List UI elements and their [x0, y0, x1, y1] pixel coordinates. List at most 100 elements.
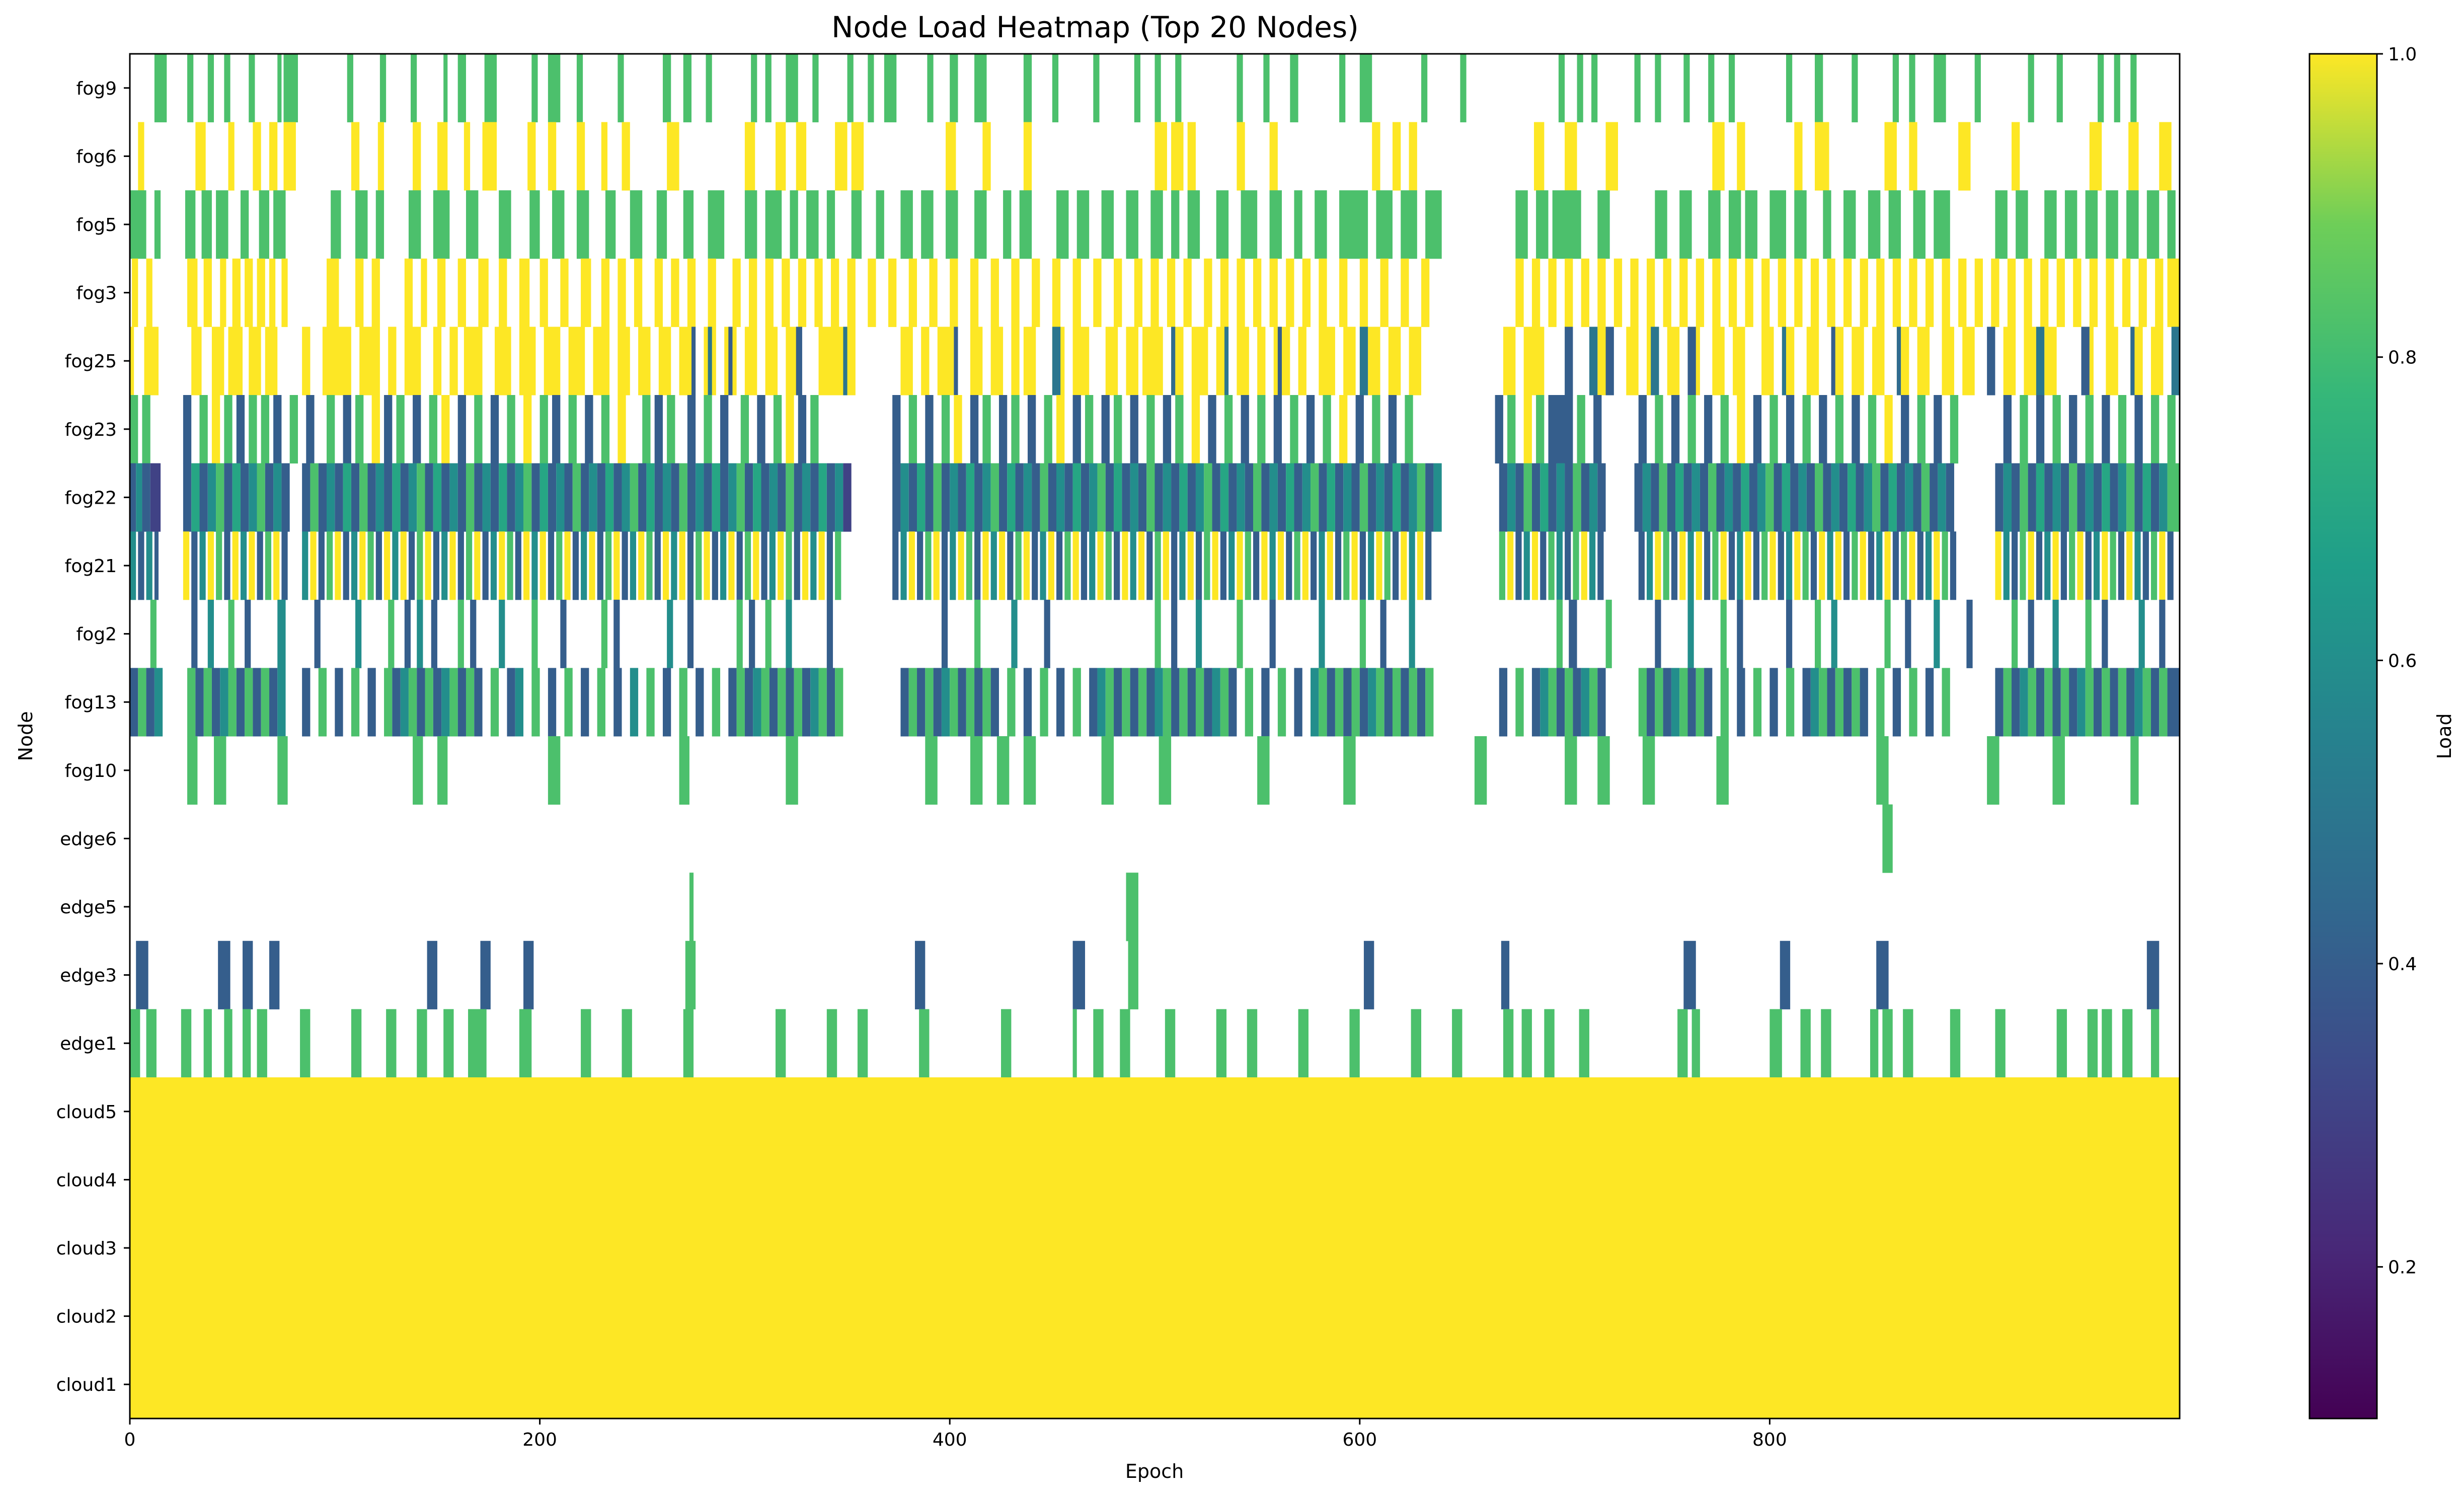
y-tick-label: edge3	[60, 966, 117, 986]
heatmap-cell	[1691, 1009, 1700, 1078]
heatmap-cell	[277, 599, 286, 668]
heatmap-cell	[228, 327, 243, 396]
heatmap-cell	[199, 531, 206, 600]
x-tick-label: 400	[933, 1430, 967, 1450]
heatmap-cell	[1934, 395, 1942, 464]
heatmap-cell	[1882, 1009, 1893, 1078]
heatmap-cell	[1925, 531, 1932, 600]
heatmap-cell	[564, 463, 573, 532]
heatmap-cell	[765, 599, 772, 668]
heatmap-cell	[1359, 327, 1368, 396]
heatmap-cell	[1523, 327, 1545, 396]
heatmap-cell	[2085, 668, 2094, 737]
heatmap-cell	[1741, 463, 1749, 532]
heatmap-cell	[1171, 122, 1184, 191]
x-tick-label: 0	[124, 1430, 136, 1450]
heatmap-cell	[2060, 531, 2067, 600]
heatmap-cell	[1339, 395, 1348, 464]
heatmap-cell	[1720, 531, 1727, 600]
heatmap-cell	[552, 395, 561, 464]
heatmap-cell	[1882, 804, 1893, 873]
heatmap-cell	[499, 258, 507, 327]
heatmap-cell	[1745, 531, 1751, 600]
heatmap-cell	[908, 395, 917, 464]
heatmap-cell	[216, 190, 228, 259]
heatmap-cell	[720, 463, 729, 532]
heatmap-cell	[736, 531, 743, 600]
heatmap-cell	[490, 531, 497, 600]
heatmap-cell	[1247, 1009, 1258, 1078]
heatmap-cell	[1651, 463, 1659, 532]
heatmap-cell	[1269, 599, 1276, 668]
heatmap-cell	[1782, 463, 1791, 532]
heatmap-cell	[1003, 190, 1012, 259]
heatmap-cell	[1605, 599, 1612, 668]
heatmap-cell	[1263, 54, 1270, 123]
heatmap-cell	[2159, 599, 2166, 668]
heatmap-cell	[696, 531, 702, 600]
heatmap-cell	[589, 463, 597, 532]
heatmap-cell	[1687, 599, 1694, 668]
heatmap-cell	[687, 258, 696, 327]
heatmap-cell	[392, 531, 399, 600]
heatmap-cell	[1831, 599, 1837, 668]
heatmap-cell	[2060, 668, 2069, 737]
heatmap-cell	[437, 736, 448, 805]
heatmap-cell	[1048, 531, 1054, 600]
heatmap-cell	[224, 531, 230, 600]
heatmap-cell	[990, 531, 997, 600]
heatmap-cell	[1146, 531, 1153, 600]
heatmap-cell	[404, 258, 413, 327]
heatmap-cell	[1720, 395, 1729, 464]
heatmap-row-fog2	[150, 599, 2166, 668]
heatmap-cell	[302, 327, 311, 396]
heatmap-cell	[523, 940, 534, 1009]
heatmap-cell	[1974, 54, 1981, 123]
heatmap-cell	[1023, 54, 1032, 123]
heatmap-cell	[1815, 122, 1829, 191]
heatmap-cell	[618, 54, 624, 123]
heatmap-cell	[408, 463, 417, 532]
heatmap-cell	[1114, 463, 1122, 532]
heatmap-cell	[2044, 327, 2057, 396]
heatmap-cell	[253, 122, 261, 191]
heatmap-cell	[1319, 327, 1335, 396]
heatmap-cell	[744, 122, 755, 191]
heatmap-cell	[1241, 190, 1258, 259]
heatmap-cell	[1392, 668, 1401, 737]
heatmap-cell	[142, 395, 150, 464]
heatmap-cell	[908, 531, 915, 600]
heatmap-cell	[1712, 258, 1721, 327]
heatmap-cell	[1556, 668, 1565, 737]
heatmap-cell	[1581, 531, 1587, 600]
heatmap-cell	[560, 599, 567, 668]
heatmap-cell	[449, 327, 458, 396]
heatmap-cell	[581, 1009, 591, 1078]
heatmap-cell	[2102, 599, 2108, 668]
heatmap-cell	[1934, 54, 1946, 123]
heatmap-cell	[335, 531, 341, 600]
heatmap-cell	[281, 258, 288, 327]
heatmap-cell	[1728, 258, 1737, 327]
heatmap-cell	[708, 327, 712, 396]
heatmap-cell	[1647, 258, 1655, 327]
heatmap-cell	[1101, 395, 1110, 464]
heatmap-cell	[142, 463, 150, 532]
heatmap-cell	[1823, 190, 1831, 259]
heatmap-cell	[929, 258, 938, 327]
heatmap-cell	[515, 668, 524, 737]
heatmap-cell	[786, 599, 792, 668]
heatmap-cell	[2081, 327, 2090, 396]
heatmap-cell	[1753, 531, 1760, 600]
heatmap-cell	[1319, 668, 1327, 737]
heatmap-cell	[400, 668, 409, 737]
heatmap-cell	[576, 190, 589, 259]
heatmap-cell	[1154, 668, 1163, 737]
heatmap-cell	[2069, 668, 2077, 737]
heatmap-cell	[917, 531, 923, 600]
heatmap-cell	[1327, 463, 1335, 532]
heatmap-cell	[2036, 463, 2045, 532]
heatmap-row-fog25	[130, 327, 2180, 396]
heatmap-cell	[207, 463, 216, 532]
heatmap-cell	[1531, 531, 1538, 600]
